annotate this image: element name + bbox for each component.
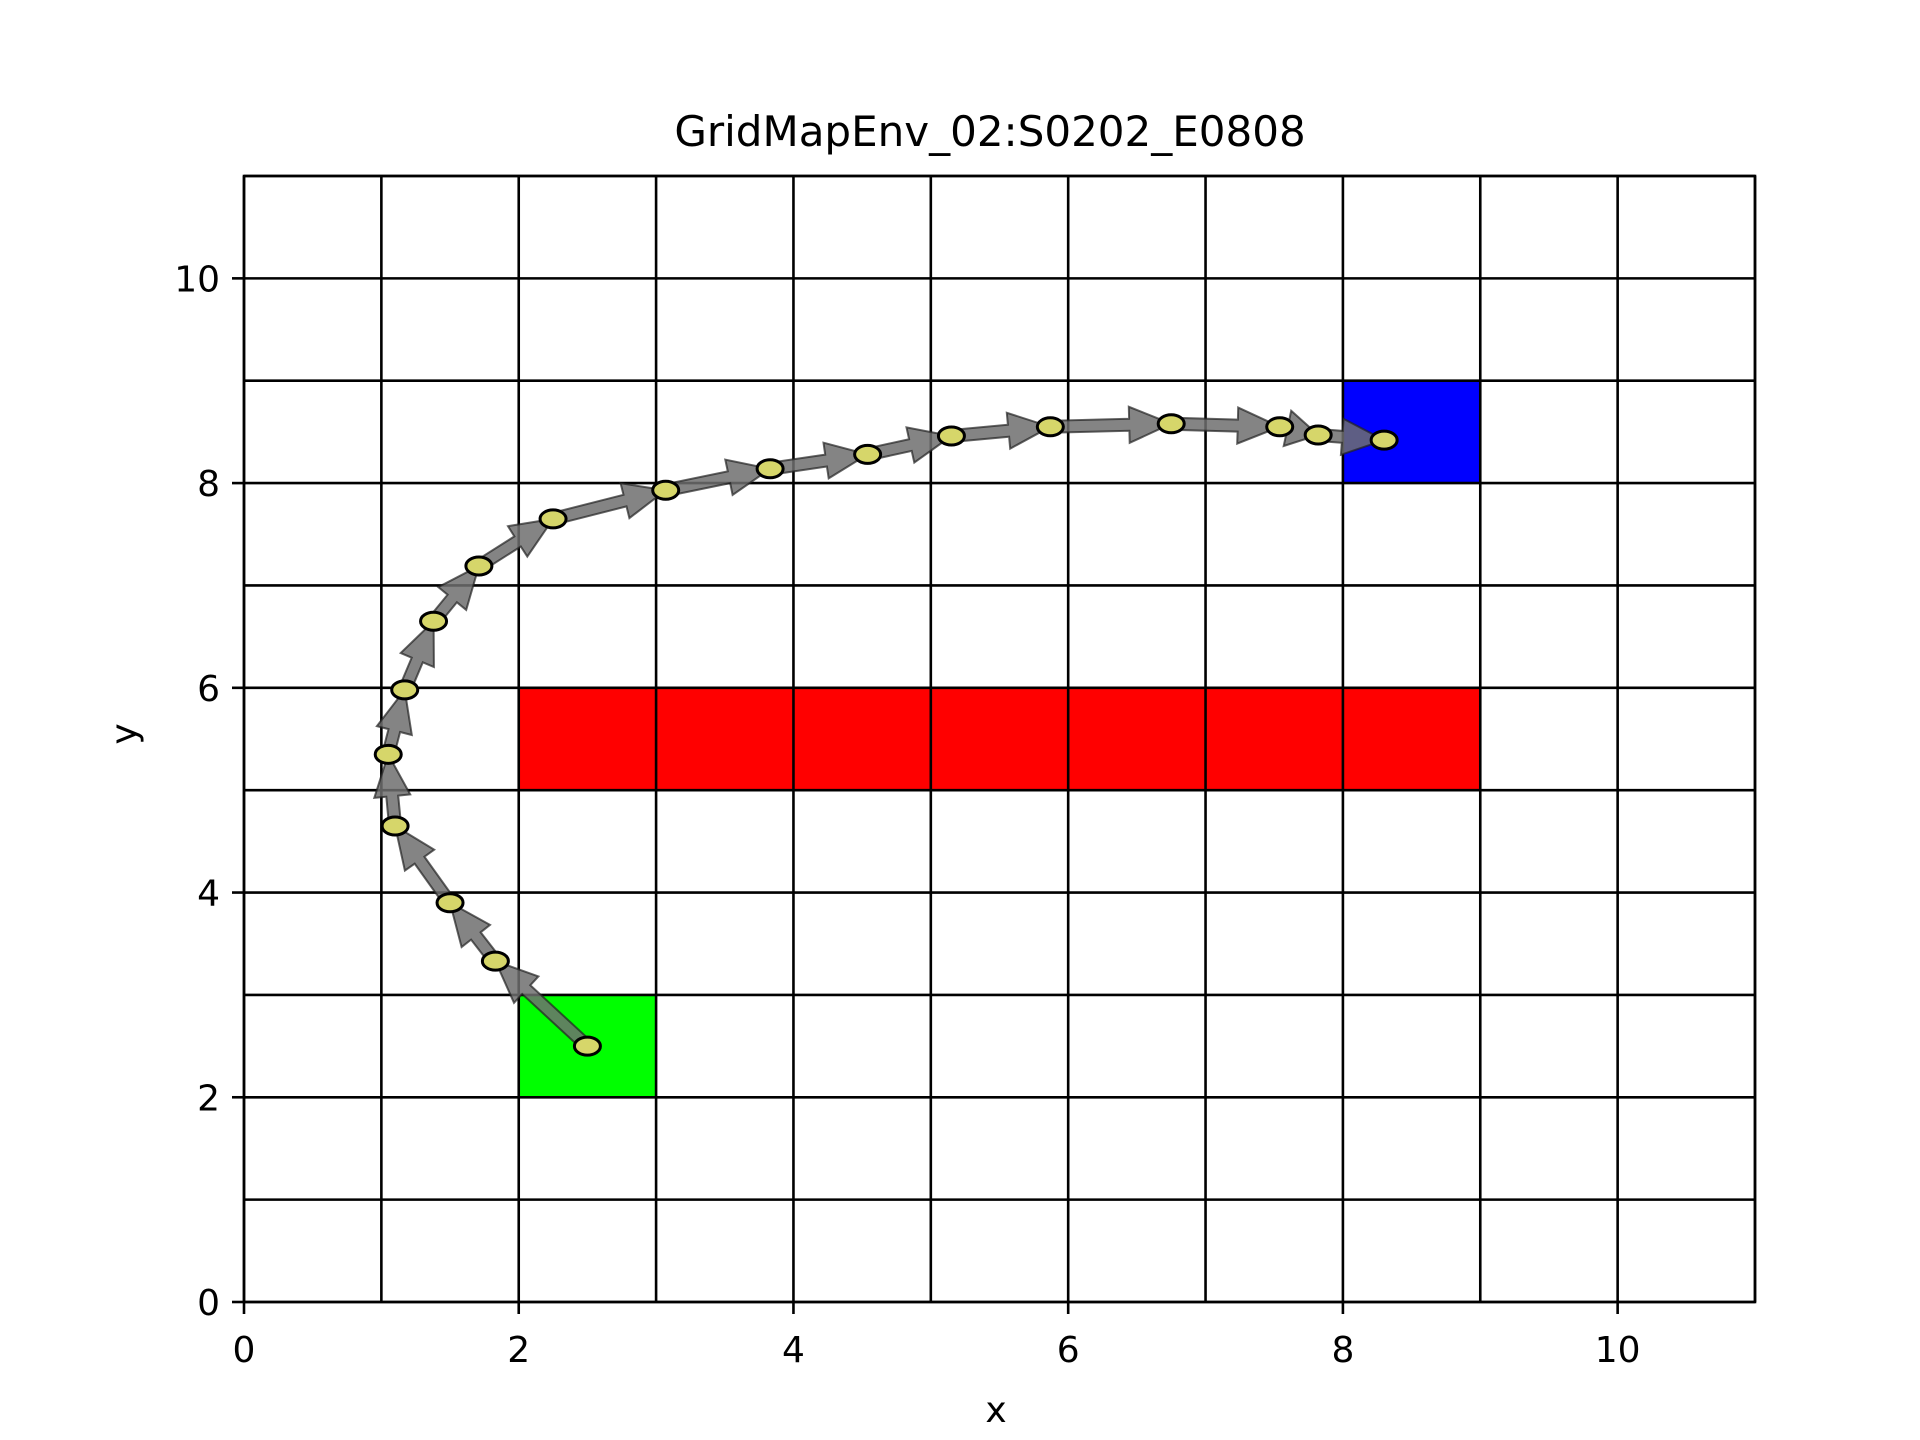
trajectory-point-3 xyxy=(380,815,410,837)
trajectory-arrow-13 xyxy=(1049,405,1174,445)
trajectory-point-2 xyxy=(435,892,465,914)
obstacle-cell-8 xyxy=(1342,687,1481,791)
trajectory-arrow-9 xyxy=(663,458,773,498)
trajectory-arrow-8 xyxy=(550,481,669,526)
y-axis-label: y xyxy=(104,723,145,744)
y-tick-label-0: 0 xyxy=(197,1283,220,1324)
y-tick-label-10: 10 xyxy=(174,259,220,300)
obstacle-cell-2 xyxy=(518,687,657,791)
x-tick-label-10: 10 xyxy=(1595,1330,1641,1371)
trajectory-point-8 xyxy=(538,508,568,530)
plot-frame xyxy=(242,174,1757,1304)
trajectory-point-7 xyxy=(464,555,494,577)
trajectory-point-5 xyxy=(390,679,420,701)
y-tick-label-2: 2 xyxy=(197,1078,220,1119)
obstacle-cell-4 xyxy=(793,687,931,791)
trajectory-point-10 xyxy=(755,458,785,480)
trajectory-point-11 xyxy=(853,443,883,465)
axes-layer: 0 2 4 6 8 10 0 2 4 6 8 10 xyxy=(174,174,1757,1371)
trajectory-point-15 xyxy=(1265,416,1295,438)
trajectory-point-1 xyxy=(480,950,510,972)
cells-layer xyxy=(518,380,1481,1098)
trajectory-point-12 xyxy=(936,425,966,447)
trajectory-point-6 xyxy=(419,610,449,632)
trajectory-point-9 xyxy=(651,479,681,501)
trajectory-point-13 xyxy=(1035,416,1065,438)
trajectory-arrow-12 xyxy=(949,411,1053,451)
x-tick-label-8: 8 xyxy=(1331,1330,1354,1371)
trajectory-layer xyxy=(372,405,1399,1057)
x-tick-label-4: 4 xyxy=(782,1330,805,1371)
chart-title: GridMapEnv_02:S0202_E0808 xyxy=(674,107,1305,156)
obstacle-cell-3 xyxy=(656,687,794,791)
trajectory-arrow-0 xyxy=(493,959,593,1052)
trajectory-point-16 xyxy=(1303,424,1333,446)
obstacle-cell-6 xyxy=(1068,687,1206,791)
y-tick-label-4: 4 xyxy=(197,874,220,915)
y-tick-label-8: 8 xyxy=(197,464,220,505)
x-tick-label-2: 2 xyxy=(507,1330,530,1371)
x-axis-label: x xyxy=(985,1390,1006,1431)
obstacle-cell-5 xyxy=(930,687,1069,791)
trajectory-point-14 xyxy=(1156,413,1186,435)
obstacle-cell-7 xyxy=(1205,687,1343,791)
trajectory-arrow-14 xyxy=(1169,406,1283,446)
x-tick-label-6: 6 xyxy=(1057,1330,1080,1371)
x-tick-label-0: 0 xyxy=(233,1330,256,1371)
y-tick-label-6: 6 xyxy=(197,669,220,710)
trajectory-point-0 xyxy=(572,1035,602,1057)
trajectory-point-4 xyxy=(373,743,403,765)
trajectory-point-17 xyxy=(1369,429,1399,451)
trajectory-arrow-10 xyxy=(768,441,871,480)
